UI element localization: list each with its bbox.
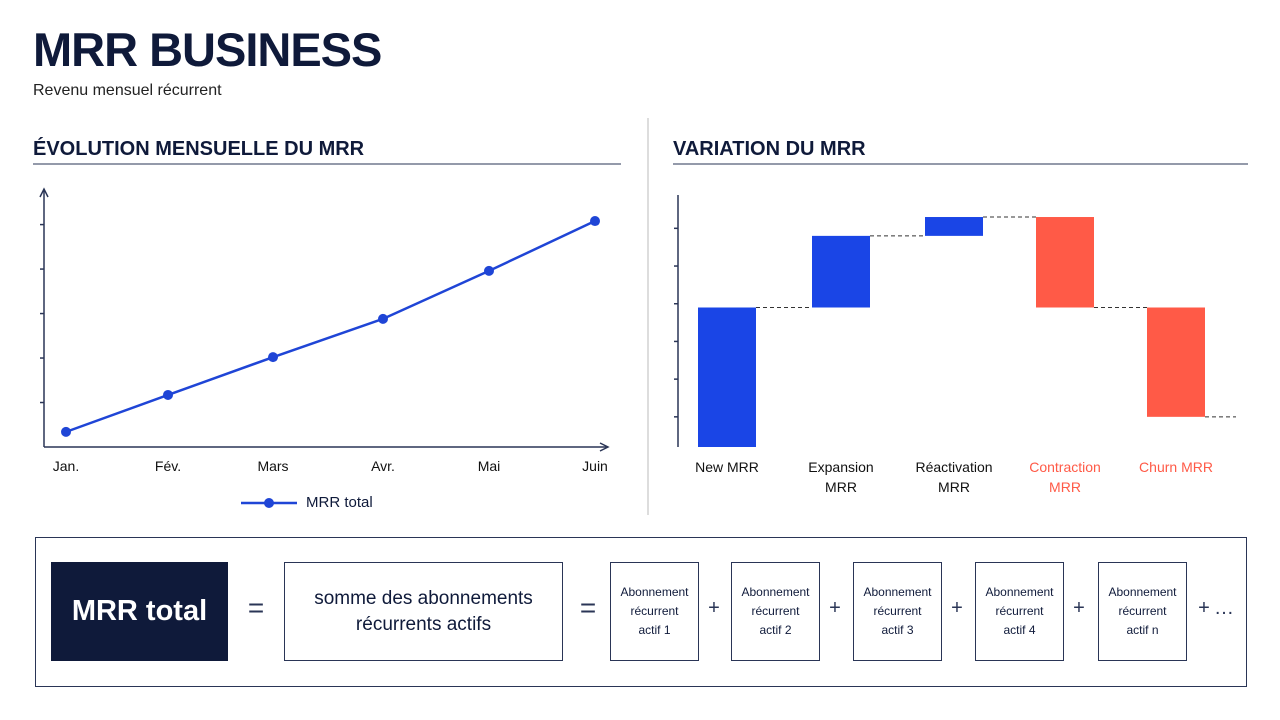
x-tick-label: Avr. bbox=[371, 458, 395, 474]
point bbox=[163, 389, 173, 400]
formula-definition: somme des abonnements récurrents actifs bbox=[284, 562, 563, 661]
x-tick-label: Churn MRR bbox=[1139, 459, 1213, 475]
plus: + bbox=[1198, 597, 1210, 619]
x-tick-label: Jan. bbox=[52, 458, 80, 474]
ellipsis: … bbox=[1214, 597, 1234, 619]
point bbox=[61, 426, 71, 437]
plus: + bbox=[829, 597, 841, 619]
chart-title: VARIATION DU MRR bbox=[673, 138, 866, 160]
legend-label: MRR total bbox=[306, 494, 373, 511]
formula-item: Abonnement récurrent actif 3 bbox=[853, 562, 942, 661]
series-line bbox=[65, 219, 596, 434]
page-subtitle: Revenu mensuel récurrent bbox=[33, 82, 222, 99]
bar bbox=[812, 235, 870, 308]
formula-item: Abonnement récurrent actif 2 bbox=[731, 562, 820, 661]
x-tick-label: Juin bbox=[582, 458, 608, 474]
bar bbox=[925, 217, 983, 236]
x-tick-label: Expansion MRR bbox=[808, 459, 874, 495]
equals: = bbox=[579, 592, 597, 623]
formula-item: Abonnement récurrent actif 4 bbox=[975, 562, 1064, 661]
formula-item: Abonnement récurrent actif 1 bbox=[610, 562, 699, 661]
page-title: MRR BUSINESS bbox=[33, 23, 382, 76]
bar bbox=[1147, 307, 1205, 417]
plus: + bbox=[1073, 597, 1085, 619]
x-tick-label: Mars bbox=[257, 458, 289, 474]
chart-title: ÉVOLUTION MENSUELLE DU MRR bbox=[33, 138, 365, 160]
point bbox=[268, 352, 278, 363]
plus: + bbox=[708, 597, 720, 619]
x-tick-label: New MRR bbox=[695, 459, 759, 475]
point bbox=[590, 216, 600, 227]
x-tick-label: Fév. bbox=[154, 458, 182, 474]
bar bbox=[698, 307, 756, 447]
plus: + bbox=[951, 597, 963, 619]
bar bbox=[1036, 217, 1094, 308]
x-tick-label: Contraction MRR bbox=[1029, 459, 1101, 495]
equals: = bbox=[247, 592, 265, 623]
point bbox=[484, 265, 494, 276]
x-tick-label: Réactivation MRR bbox=[915, 459, 993, 495]
point bbox=[378, 313, 388, 324]
x-tick-label: Mai bbox=[477, 458, 501, 474]
formula-lhs: MRR total bbox=[51, 562, 228, 661]
axis-arrow bbox=[39, 187, 49, 198]
legend-dot bbox=[264, 498, 274, 508]
formula-panel bbox=[35, 537, 1247, 687]
formula-item: Abonnement récurrent actif n bbox=[1098, 562, 1187, 661]
axis-arrow bbox=[599, 442, 610, 452]
